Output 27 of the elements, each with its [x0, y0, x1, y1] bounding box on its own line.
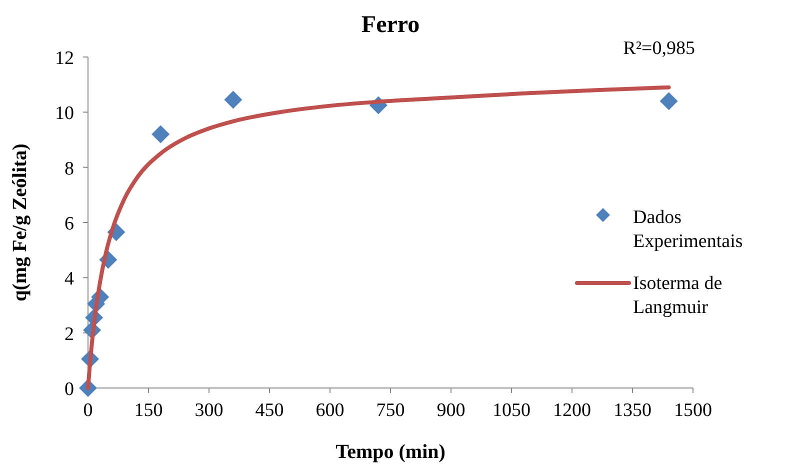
- x-tick-label: 1350: [614, 400, 652, 421]
- x-axis-title: Tempo (min): [336, 441, 446, 463]
- point: [660, 92, 678, 110]
- y-tick-label: 8: [64, 158, 74, 180]
- x-tick-label: 1200: [553, 400, 591, 421]
- y-axis-title: q(mg Fe/g Zeólita): [9, 144, 31, 302]
- y-tick-label: 10: [55, 103, 74, 124]
- annotation: R²=0,985: [623, 38, 695, 59]
- chart-title: Ferro: [361, 12, 420, 38]
- x-tick-label: 1500: [674, 400, 712, 421]
- point: [224, 90, 242, 109]
- x-tick-label: 300: [194, 400, 224, 421]
- x-tick-label: 600: [316, 400, 344, 421]
- x-tick-label: 0: [83, 400, 93, 421]
- y-tick-label: 6: [64, 214, 74, 234]
- y-tick-label: 12: [55, 48, 74, 69]
- y-tick-label: 2: [64, 324, 74, 345]
- legend-label: Dados Experimentais: [633, 207, 743, 252]
- legend-label: Isoterma de Langmuir: [633, 273, 722, 318]
- x-tick-label: 450: [255, 400, 284, 421]
- point: [152, 125, 170, 144]
- y-tick-label: 4: [64, 268, 74, 290]
- y-tick-label: 0: [64, 379, 74, 400]
- x-tick-label: 750: [376, 400, 405, 421]
- x-tick-label: 150: [134, 400, 163, 421]
- x-tick-label: 900: [436, 400, 466, 421]
- x-tick-label: 1050: [492, 400, 530, 421]
